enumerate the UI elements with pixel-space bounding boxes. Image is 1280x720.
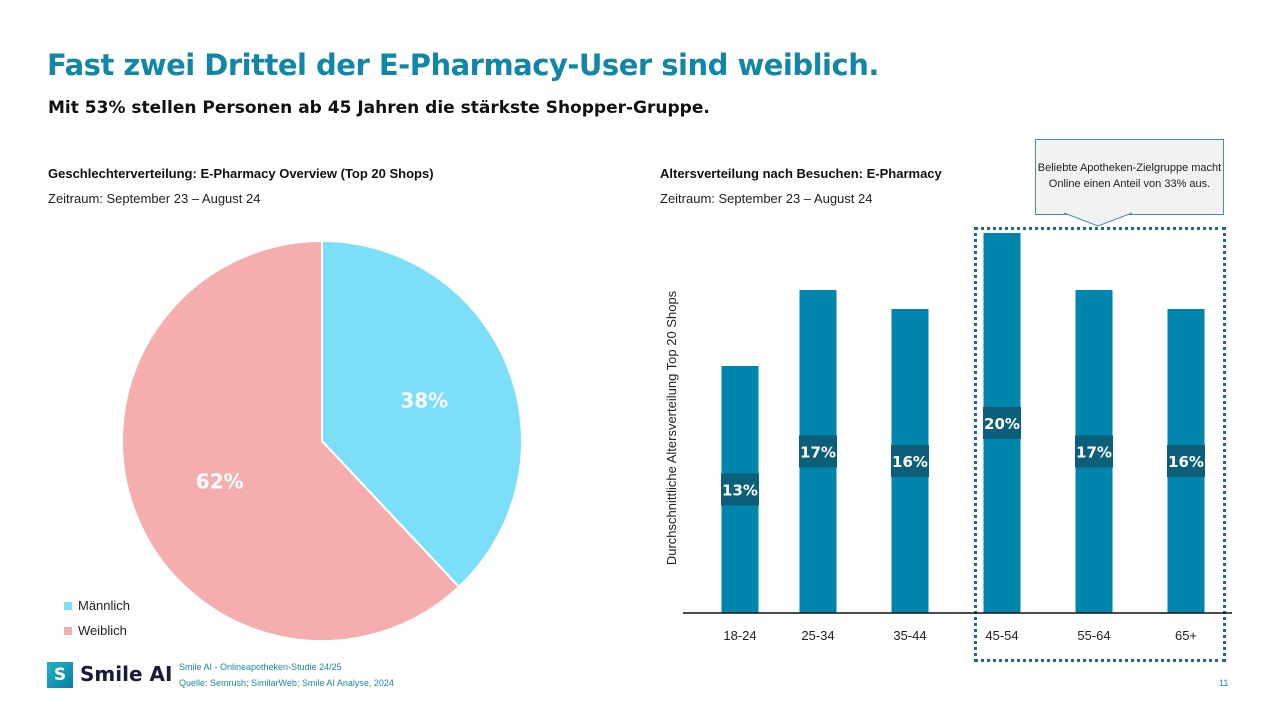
smile-ai-logo-icon: S (47, 662, 73, 688)
pie-slice-männlich (321, 239, 523, 589)
data-label-bg (799, 435, 837, 468)
bar-data-label: 20% (984, 415, 1020, 433)
page-number: 11 (1219, 678, 1229, 688)
bar-title: Altersverteilung nach Besuchen: E-Pharma… (660, 166, 942, 181)
pie-data-label: 62% (196, 469, 244, 493)
pie-title: Geschlechterverteilung: E-Pharmacy Overv… (48, 166, 434, 181)
data-label-bg (1167, 445, 1205, 477)
x-tick-label: 35-44 (893, 628, 926, 643)
y-axis-label: Durchschnittliche Altersverteilung Top 2… (664, 290, 679, 565)
callout-pointer (1063, 212, 1133, 227)
footer-study: Smile AI - Onlineapotheken-Studie 24/25 (179, 662, 342, 672)
annotation-callout: Beliebte Apotheken-Zielgruppe macht Onli… (1035, 139, 1224, 215)
pie-chart: 38% 62% (121, 239, 523, 642)
page-subtitle: Mit 53% stellen Personen ab 45 Jahren di… (48, 98, 710, 118)
highlight-box (974, 227, 1226, 662)
x-tick-label: 65+ (1175, 628, 1197, 643)
x-tick-label: 45-54 (985, 628, 1018, 643)
data-label-bg (891, 445, 929, 477)
legend-item-maennlich: Männlich (64, 598, 130, 613)
bar-data-label: 16% (892, 453, 928, 471)
legend-item-weiblich: Weiblich (64, 623, 127, 638)
bar-subtitle: Zeitraum: September 23 – August 24 (660, 191, 873, 206)
data-label-bg (983, 407, 1021, 439)
legend-label: Männlich (78, 598, 131, 613)
bar-data-label: 17% (800, 444, 836, 462)
x-tick-label: 18-24 (723, 628, 756, 643)
x-tick-label: 25-34 (801, 628, 834, 643)
page-title: Fast zwei Drittel der E-Pharmacy-User si… (47, 48, 879, 82)
pie-subtitle: Zeitraum: September 23 – August 24 (48, 191, 261, 206)
data-label-bg (721, 473, 759, 506)
bar-data-label: 16% (1168, 453, 1204, 471)
bar-data-label: 17% (1076, 444, 1112, 462)
annotation-text: Beliebte Apotheken-Zielgruppe macht Onli… (1037, 162, 1222, 190)
data-label-bg (1075, 435, 1113, 468)
legend-swatch (64, 626, 72, 635)
legend-label: Weiblich (78, 623, 127, 638)
x-tick-label: 55-64 (1077, 628, 1110, 643)
pie-data-label: 38% (400, 389, 448, 413)
brand-name: Smile AI (80, 662, 173, 686)
bar-data-label: 13% (722, 482, 758, 500)
legend-swatch (64, 601, 72, 610)
pie-slice-weiblich (121, 239, 461, 642)
footer-source: Quelle: Semrush; SimilarWeb; Smile AI An… (179, 678, 394, 688)
